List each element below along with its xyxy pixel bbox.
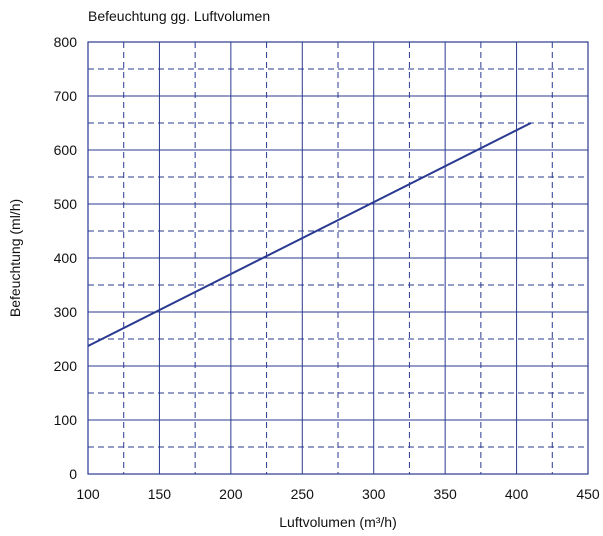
tick-labels: 100 150 200 250 300 350 400 450 0 100 200 300 400 500… [54, 34, 600, 502]
y-tick-label: 800 [54, 34, 78, 50]
y-tick-label: 700 [54, 88, 78, 104]
y-tick-label: 500 [54, 196, 78, 212]
x-tick-label: 150 [148, 486, 172, 502]
x-tick-label: 400 [505, 486, 529, 502]
y-tick-label: 300 [54, 304, 78, 320]
y-tick-label: 0 [69, 466, 77, 482]
y-axis-label: Befeuchtung (ml/h) [7, 199, 23, 317]
x-tick-label: 250 [291, 486, 315, 502]
series-line [87, 122, 532, 347]
y-tick-label: 400 [54, 250, 78, 266]
y-tick-label: 200 [54, 358, 78, 374]
x-tick-label: 300 [362, 486, 386, 502]
y-tick-label: 100 [54, 412, 78, 428]
x-tick-label: 100 [76, 486, 100, 502]
grid [87, 41, 589, 475]
y-tick-label: 600 [54, 142, 78, 158]
x-tick-label: 350 [433, 486, 457, 502]
chart-title: Befeuchtung gg. Luftvolumen [88, 8, 270, 24]
plot-area [87, 122, 532, 347]
x-tick-label: 450 [576, 486, 600, 502]
plot-frame [87, 41, 589, 475]
x-tick-label: 200 [219, 486, 243, 502]
x-axis-label: Luftvolumen (m³/h) [279, 514, 396, 530]
